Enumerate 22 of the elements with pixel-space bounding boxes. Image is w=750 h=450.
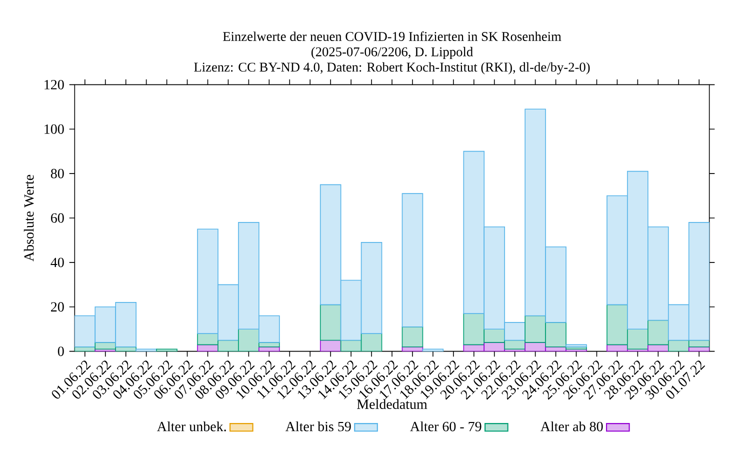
y-tick-label: 80 [50,168,64,178]
y-tick-label: 40 [50,258,64,268]
text: Lizenz: CC BY-ND 4.0, Daten: Robert Koch-Institut (RKI), dl-de/by-2-0) [194,62,590,74]
y-tick-label: 20 [51,302,64,312]
bar [566,344,587,348]
y-tick-label: 120 [44,80,64,90]
legend-label: Alter bis 59 [285,421,351,432]
y-tick-label: 100 [44,124,64,134]
y-tick-label: 0 [58,346,64,356]
bar [402,193,424,328]
legend-label: Alter ab 80 [540,421,603,432]
chart-title: Einzelwerte der neuen COVID-19 Infizierten in SK Rosenheim [222,31,562,42]
x-axis-title: Meldedatum [357,399,428,409]
bar [402,326,424,348]
bar [320,304,342,341]
chart-subtitle: (2025-07-06/2206, D. Lippold [311,46,473,60]
legend-label: Alter unbek. [156,421,226,432]
legend-label: Alter 60 - 79 [410,421,482,432]
y-tick-label: 60 [51,213,64,223]
bar [422,348,444,352]
y-axis-title: Absolute Werte [24,174,34,262]
bar [156,348,178,352]
